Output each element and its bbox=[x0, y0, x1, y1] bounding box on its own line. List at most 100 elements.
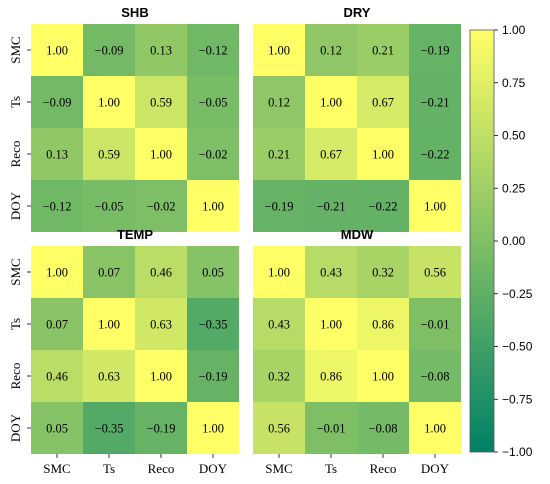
y-tick-label: DOY bbox=[8, 413, 23, 442]
cell-value-label: −0.21 bbox=[317, 200, 346, 214]
heatmap-cell bbox=[187, 24, 239, 76]
cell-value-label: 0.32 bbox=[372, 266, 394, 280]
heatmap-cell bbox=[409, 76, 461, 128]
heatmap-cell bbox=[305, 350, 357, 402]
cell-value-label: 1.00 bbox=[268, 44, 290, 58]
cell-value-label: 0.43 bbox=[268, 318, 290, 332]
cell-value-label: 0.63 bbox=[150, 318, 172, 332]
heatmap-cell bbox=[409, 246, 461, 298]
x-tick-label: DOY bbox=[199, 461, 228, 476]
heatmap-cell bbox=[83, 76, 135, 128]
heatmap-cell bbox=[409, 350, 461, 402]
heatmap-panel-temp: TEMP 1.00 0.07 0.46 0.05 0.07 1.00 0.63 −0.35 0.4… bbox=[8, 227, 239, 476]
cell-value-label: 0.12 bbox=[320, 44, 342, 58]
heatmap-cell bbox=[253, 76, 305, 128]
heatmap-cell bbox=[357, 350, 409, 402]
heatmap-cell bbox=[31, 402, 83, 454]
cell-value-label: −0.19 bbox=[265, 200, 294, 214]
heatmap-cell bbox=[31, 128, 83, 180]
heatmap-cell bbox=[409, 128, 461, 180]
cell-value-label: −0.02 bbox=[199, 148, 228, 162]
heatmap-panel-mdw: MDW 1.00 0.43 0.32 0.56 0.43 1.00 0.86 −0.01 0.32… bbox=[253, 227, 461, 476]
cell-value-label: −0.19 bbox=[147, 422, 176, 436]
heatmap-cell bbox=[83, 180, 135, 232]
cell-value-label: 1.00 bbox=[150, 148, 172, 162]
heatmap-cell bbox=[305, 298, 357, 350]
heatmap-cell bbox=[357, 402, 409, 454]
cell-value-label: 1.00 bbox=[372, 370, 394, 384]
cell-value-label: 1.00 bbox=[98, 96, 120, 110]
heatmap-cell bbox=[135, 180, 187, 232]
heatmap-cell bbox=[357, 246, 409, 298]
cell-value-label: 1.00 bbox=[202, 200, 224, 214]
cell-value-label: −0.35 bbox=[199, 318, 228, 332]
heatmap-cell bbox=[357, 298, 409, 350]
heatmap-cell bbox=[187, 180, 239, 232]
heatmap-cell bbox=[135, 128, 187, 180]
cell-value-label: −0.35 bbox=[95, 422, 124, 436]
cell-value-label: 1.00 bbox=[150, 370, 172, 384]
y-tick-label: DOY bbox=[8, 191, 23, 220]
heatmap-cell bbox=[253, 24, 305, 76]
heatmap-cell bbox=[83, 24, 135, 76]
heatmap-cell bbox=[409, 24, 461, 76]
heatmap-cell bbox=[187, 298, 239, 350]
heatmap-cell bbox=[187, 128, 239, 180]
heatmap-cell bbox=[31, 180, 83, 232]
heatmap-cell bbox=[83, 246, 135, 298]
heatmap-cell bbox=[409, 298, 461, 350]
cell-value-label: 0.21 bbox=[268, 148, 290, 162]
cell-value-label: 0.56 bbox=[268, 422, 290, 436]
cell-value-label: 0.43 bbox=[320, 266, 342, 280]
y-tick-label: Reco bbox=[8, 363, 23, 390]
cell-value-label: −0.21 bbox=[421, 96, 450, 110]
heatmap-cell bbox=[357, 128, 409, 180]
cell-value-label: −0.05 bbox=[95, 200, 124, 214]
heatmap-cell bbox=[135, 350, 187, 402]
cell-value-label: 0.05 bbox=[202, 266, 224, 280]
cell-value-label: 1.00 bbox=[46, 44, 68, 58]
heatmap-cell bbox=[357, 24, 409, 76]
heatmap-cell bbox=[357, 180, 409, 232]
cell-value-label: 1.00 bbox=[46, 266, 68, 280]
x-tick-label: Ts bbox=[103, 461, 115, 476]
cell-value-label: 0.63 bbox=[98, 370, 120, 384]
cell-value-label: 1.00 bbox=[268, 266, 290, 280]
colorbar-tick-label: 0.75 bbox=[502, 76, 526, 90]
cell-value-label: 0.13 bbox=[46, 148, 68, 162]
colorbar-tick-label: 0.25 bbox=[502, 181, 526, 195]
heatmap-cell bbox=[409, 402, 461, 454]
heatmap-cell bbox=[305, 76, 357, 128]
heatmap-cell bbox=[31, 298, 83, 350]
cell-value-label: −0.12 bbox=[199, 44, 228, 58]
cell-value-label: −0.09 bbox=[95, 44, 124, 58]
heatmap-cell bbox=[187, 350, 239, 402]
cell-value-label: −0.09 bbox=[43, 96, 72, 110]
heatmap-cell bbox=[305, 128, 357, 180]
cell-value-label: −0.19 bbox=[421, 44, 450, 58]
cell-value-label: −0.22 bbox=[421, 148, 450, 162]
heatmap-cell bbox=[31, 350, 83, 402]
panel-title: TEMP bbox=[117, 227, 153, 242]
heatmap-cell bbox=[357, 76, 409, 128]
cell-value-label: −0.12 bbox=[43, 200, 72, 214]
cell-value-label: 1.00 bbox=[372, 148, 394, 162]
colorbar-gradient bbox=[469, 29, 495, 453]
cell-value-label: 0.21 bbox=[372, 44, 394, 58]
heatmap-cell bbox=[187, 402, 239, 454]
heatmap-cell bbox=[253, 128, 305, 180]
cell-value-label: 1.00 bbox=[98, 318, 120, 332]
colorbar-tick-label: −1.00 bbox=[502, 445, 533, 459]
cell-value-label: 1.00 bbox=[320, 96, 342, 110]
cell-value-label: 0.86 bbox=[372, 318, 394, 332]
panel-title: MDW bbox=[341, 227, 374, 242]
y-tick-label: SMC bbox=[8, 258, 23, 285]
x-tick-label: Reco bbox=[370, 461, 397, 476]
heatmap-cell bbox=[305, 24, 357, 76]
y-tick-label: Ts bbox=[8, 318, 23, 330]
heatmap-panels: SHB 1.00 −0.09 0.13 −0.12 −0.09 1.00 0.59 −0.05 0… bbox=[8, 5, 461, 476]
cell-value-label: −0.22 bbox=[369, 200, 398, 214]
heatmap-cell bbox=[31, 24, 83, 76]
colorbar: 1.00 0.75 0.50 0.25 0.00 −0.25 −0.50 −0.75 −1.00 bbox=[469, 23, 533, 459]
heatmap-cell bbox=[135, 76, 187, 128]
